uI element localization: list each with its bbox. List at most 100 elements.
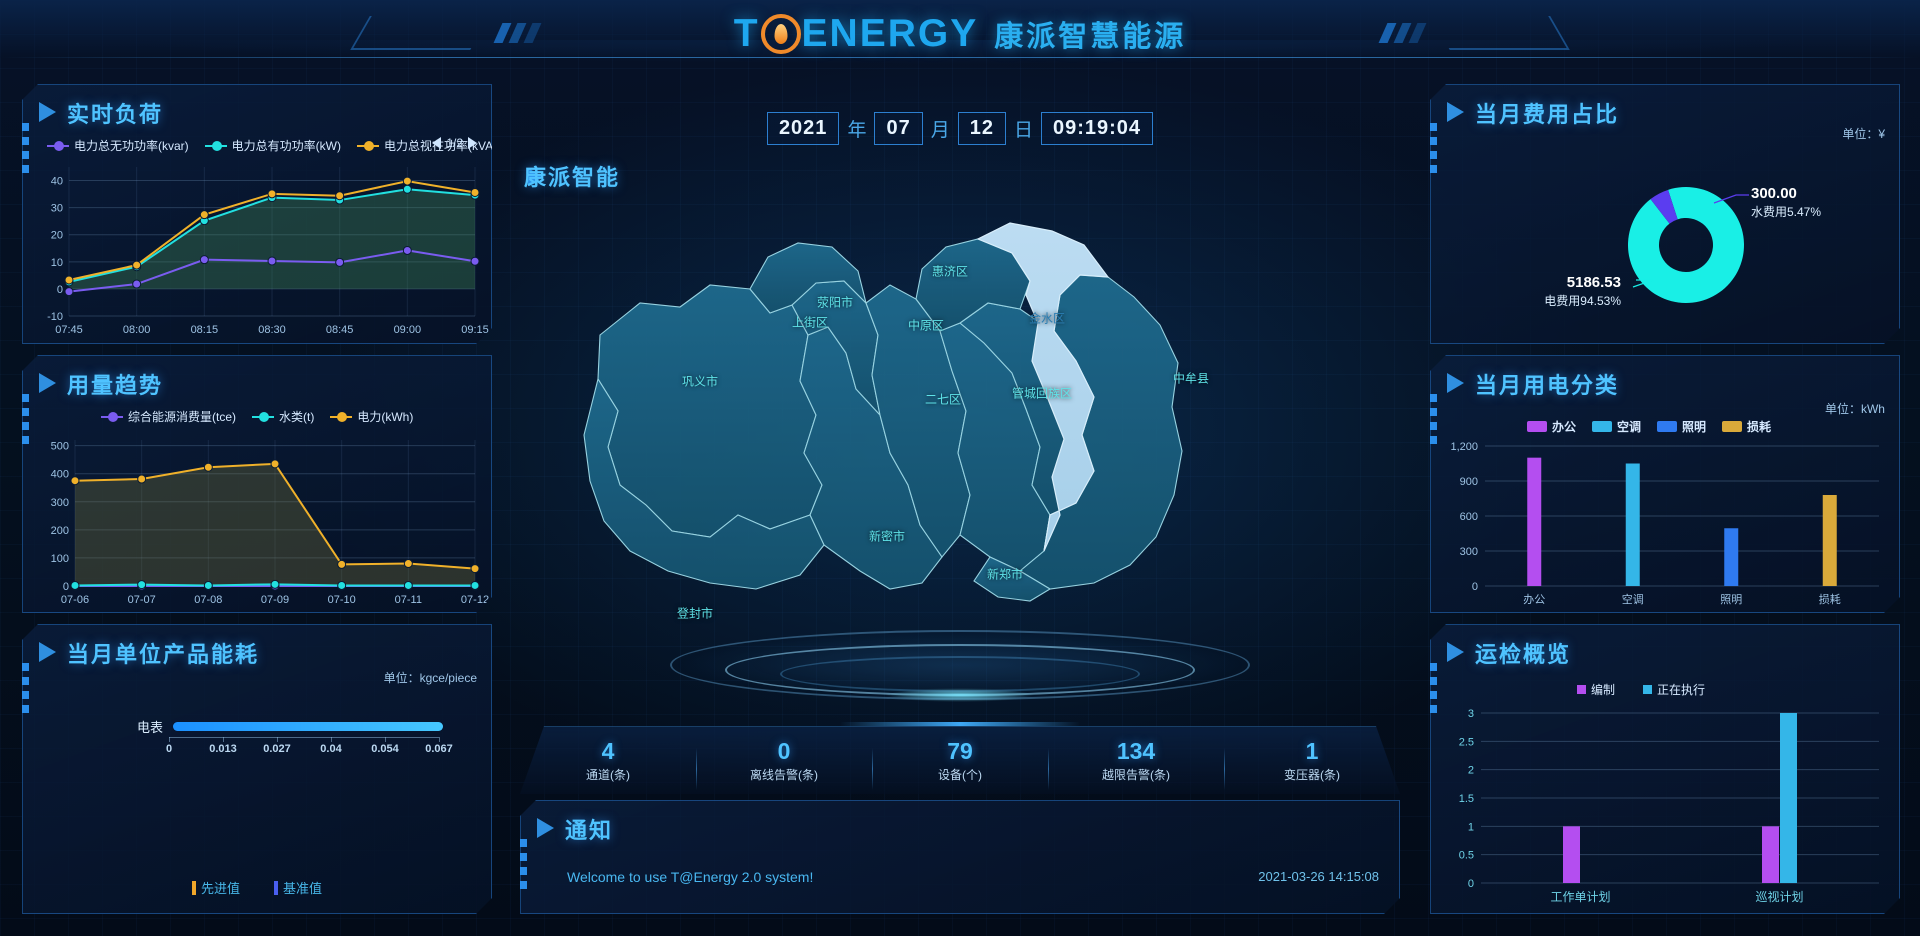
map-label-6[interactable]: 二七区	[924, 392, 962, 407]
stat-item-1[interactable]: 0 离线告警(条)	[696, 738, 872, 783]
data-point[interactable]	[271, 460, 279, 468]
class-legend-item-0[interactable]: 办公	[1527, 418, 1576, 435]
donut-slice-1[interactable]	[1651, 190, 1678, 224]
map-label-1[interactable]: 金水区	[1028, 311, 1066, 326]
bar-chart-svg: 0 300 600 900 1,200 办公 空调 照明 损耗	[1431, 438, 1901, 612]
legend-swatch	[1643, 685, 1652, 694]
data-point[interactable]	[404, 581, 412, 589]
data-point[interactable]	[133, 261, 141, 269]
load-legend-item-1[interactable]: 电力总有功功率(kW)	[205, 137, 341, 154]
map-label-10[interactable]: 新郑市	[986, 567, 1024, 582]
legend-item-baseline[interactable]: 基准值	[274, 878, 322, 897]
legend-electricity-classification[interactable]: 办公 空调 照明 损耗	[1527, 418, 1771, 435]
class-legend-item-1[interactable]: 空调	[1592, 418, 1641, 435]
bar-工作单计划-编制[interactable]	[1563, 826, 1580, 883]
stat-item-2[interactable]: 79 设备(个)	[872, 738, 1048, 783]
data-point[interactable]	[65, 288, 73, 296]
data-point[interactable]	[268, 190, 276, 198]
data-point[interactable]	[138, 581, 146, 589]
date-day[interactable]: 12	[957, 112, 1006, 145]
trend-legend-item-1[interactable]: 水类(t)	[252, 408, 314, 425]
data-point[interactable]	[338, 581, 346, 589]
map-zhengzhou[interactable]: 惠济区金水区 荥阳市上街区 中原区巩义市二七区 管城回族区 中牟县新密市新郑市登封市	[560, 185, 1360, 621]
load-pager[interactable]: 1/2	[432, 136, 477, 150]
data-point[interactable]	[271, 580, 279, 588]
data-point[interactable]	[268, 257, 276, 265]
data-point[interactable]	[138, 475, 146, 483]
data-point[interactable]	[336, 258, 344, 266]
svg-text:07-06: 07-06	[61, 594, 89, 606]
trend-legend-item-0[interactable]: 综合能源消费量(tce)	[101, 408, 236, 425]
legend-item-advanced[interactable]: 先进值	[192, 878, 240, 897]
svg-text:08:15: 08:15	[191, 324, 219, 336]
map-region-shangjie[interactable]	[749, 242, 868, 314]
data-point[interactable]	[404, 560, 412, 568]
svg-text:20: 20	[51, 230, 63, 242]
data-point[interactable]	[471, 188, 479, 196]
ops-legend-item-1[interactable]: 正在执行	[1643, 681, 1705, 698]
donut-svg	[1431, 147, 1901, 343]
data-point[interactable]	[204, 463, 212, 471]
legend-unit-product-energy[interactable]: 先进值 基准值	[23, 878, 491, 897]
svg-text:40: 40	[51, 176, 63, 188]
bar-0[interactable]	[1527, 458, 1541, 586]
data-point[interactable]	[133, 280, 141, 288]
class-legend-item-2[interactable]: 照明	[1657, 418, 1706, 435]
data-point[interactable]	[200, 256, 208, 264]
stat-label: 变压器(条)	[1284, 768, 1340, 782]
bar-巡视计划-正在执行[interactable]	[1780, 713, 1797, 883]
map-label-3[interactable]: 上街区	[791, 315, 829, 330]
panel-unit-product-energy: 当月单位产品能耗 单位：kgce/piece 电表 0 0.013 0.027 0.04…	[22, 624, 492, 914]
legend-usage-trend[interactable]: 综合能源消费量(tce) 水类(t) 电力(kWh)	[101, 408, 413, 425]
map-label-2[interactable]: 荥阳市	[816, 295, 854, 310]
panel-arrow-icon	[1447, 102, 1464, 122]
svg-text:0: 0	[57, 284, 63, 296]
date-month-label: 月	[930, 120, 950, 141]
date-month[interactable]: 07	[874, 112, 923, 145]
map-label-4[interactable]: 中原区	[907, 318, 945, 333]
data-point[interactable]	[200, 211, 208, 219]
data-point[interactable]	[471, 581, 479, 589]
data-point[interactable]	[403, 185, 411, 193]
ops-legend-item-0[interactable]: 编制	[1577, 681, 1615, 698]
data-point[interactable]	[65, 276, 73, 284]
date-year[interactable]: 2021	[766, 112, 840, 145]
bar-1[interactable]	[1626, 464, 1640, 587]
load-legend-item-0[interactable]: 电力总无功功率(kvar)	[47, 137, 189, 154]
data-point[interactable]	[403, 177, 411, 185]
map-label-0[interactable]: 惠济区	[931, 264, 969, 279]
donut-slice-0[interactable]	[1628, 187, 1744, 303]
data-point[interactable]	[71, 477, 79, 485]
bar-巡视计划-编制[interactable]	[1762, 826, 1779, 883]
stat-item-4[interactable]: 1 变压器(条)	[1224, 738, 1400, 783]
map-label-9[interactable]: 新密市	[868, 529, 906, 544]
map-label-8[interactable]: 中牟县	[1172, 371, 1210, 386]
legend-ops-overview[interactable]: 编制 正在执行	[1577, 681, 1705, 698]
notice-message[interactable]: Welcome to use T@Energy 2.0 system!	[567, 869, 814, 885]
map-label-11[interactable]: 登封市	[676, 606, 714, 621]
stat-item-0[interactable]: 4 通道(条)	[520, 738, 696, 783]
svg-text:07-12: 07-12	[461, 594, 489, 606]
svg-text:办公: 办公	[1523, 593, 1545, 606]
stat-item-3[interactable]: 134 越限告警(条)	[1048, 738, 1224, 783]
map-label-5[interactable]: 巩义市	[681, 374, 719, 389]
data-point[interactable]	[471, 565, 479, 573]
bar-3[interactable]	[1823, 495, 1837, 586]
data-point[interactable]	[403, 246, 411, 254]
data-point[interactable]	[338, 560, 346, 568]
class-legend-item-3[interactable]: 损耗	[1722, 418, 1771, 435]
map-region-dengfeng[interactable]	[583, 377, 825, 590]
svg-text:0: 0	[1472, 581, 1478, 593]
pager-next-icon[interactable]	[468, 137, 477, 149]
map-region-jinshui-highlighted[interactable]	[976, 222, 1110, 552]
map-region-xinzheng[interactable]	[973, 556, 1052, 602]
map-label-7[interactable]: 管城回族区	[1011, 386, 1073, 401]
data-point[interactable]	[204, 581, 212, 589]
trend-legend-item-2[interactable]: 电力(kWh)	[330, 408, 413, 425]
data-point[interactable]	[471, 257, 479, 265]
pager-prev-icon[interactable]	[432, 137, 441, 149]
data-point[interactable]	[336, 192, 344, 200]
data-point[interactable]	[71, 581, 79, 589]
bar-2[interactable]	[1724, 528, 1738, 586]
